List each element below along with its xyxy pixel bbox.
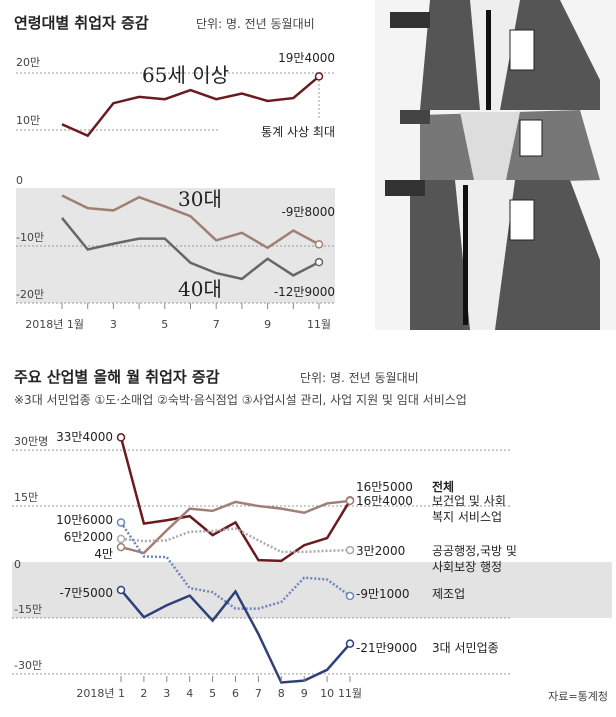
x-tick-label: 6 xyxy=(232,687,239,700)
x-tick-label: 3 xyxy=(110,318,117,331)
start-label: -7만5000 xyxy=(59,586,113,600)
y-tick: -15만 xyxy=(14,603,42,616)
industry-series-line-point xyxy=(116,585,126,595)
end-label: 16만4000 xyxy=(356,494,413,508)
negative-band xyxy=(12,562,612,618)
end-label: 19만4000 xyxy=(278,51,335,65)
x-tick-label: 10 xyxy=(320,687,334,700)
series-30s-line xyxy=(61,194,320,250)
x-tick-label: 9 xyxy=(264,318,271,331)
y-tick: -10만 xyxy=(16,231,44,244)
source-label: 자료=통계청 xyxy=(548,690,608,703)
industry-series-line-point xyxy=(116,534,126,544)
x-tick-label: 4 xyxy=(186,687,193,700)
series-name: 공공행정,국방 및 사회보장 행정 xyxy=(432,543,517,574)
series-name: 보건업 및 사회 복지 서비스업 xyxy=(432,494,506,524)
x-tick-label: 7 xyxy=(213,318,220,331)
industry-series-line xyxy=(120,527,351,554)
x-tick-label: 2018년 1 xyxy=(76,687,125,700)
series-65-plus-line xyxy=(61,75,320,138)
chart1-title: 연령대별 취업자 증감 xyxy=(14,14,149,32)
series-30s-line-point xyxy=(314,240,324,249)
industry-series-line-point xyxy=(116,518,126,527)
x-tick-label: 8 xyxy=(278,687,285,700)
industry-series-line xyxy=(120,499,351,555)
x-tick-label: 9 xyxy=(301,687,308,700)
industry-series-line xyxy=(120,589,351,684)
series-name: 3대 서민업종 xyxy=(432,641,499,655)
series-label-40s: 40대 xyxy=(178,277,222,301)
y-tick: -30만 xyxy=(14,659,42,672)
x-tick-label: 5 xyxy=(209,687,216,700)
series-name: 전체 xyxy=(432,479,454,494)
y-tick: 0 xyxy=(16,174,23,187)
start-label: 4만 xyxy=(94,547,113,561)
x-tick-label: 11월 xyxy=(307,318,331,331)
record-note: 통계 사상 최대 xyxy=(261,125,335,139)
industry-series-line-point xyxy=(345,591,355,601)
chart2-note: ※3대 서민업종 ①도·소매업 ②숙박·음식점업 ③사업시설 관리, 사업 지원… xyxy=(14,393,467,407)
industry-series-line-point xyxy=(345,639,355,648)
industry-series-line-point xyxy=(116,542,126,552)
series-label-65-plus: 65세 이상 xyxy=(142,63,229,87)
end-label: -9만8000 xyxy=(281,205,335,219)
y-tick: 0 xyxy=(14,558,21,571)
photo-suits xyxy=(375,0,616,330)
end-label: -9만1000 xyxy=(356,587,410,601)
series-65-plus-line-point xyxy=(314,72,324,81)
x-tick-label: 2018년 1월 xyxy=(25,318,84,331)
industry-series-line xyxy=(119,437,352,563)
y-tick: 15만 xyxy=(14,491,38,504)
start-label: 6만2000 xyxy=(64,530,113,544)
series-name: 제조업 xyxy=(432,587,465,601)
start-label: 10만6000 xyxy=(56,513,113,527)
chart1-unit: 단위: 명. 전년 동월대비 xyxy=(196,17,315,31)
industry-series-line xyxy=(119,521,351,610)
y-tick: -20만 xyxy=(16,288,44,301)
y-tick: 20만 xyxy=(16,56,40,69)
series-40s-line xyxy=(61,217,320,281)
x-tick-label: 11월 xyxy=(338,687,362,700)
y-tick: 10만 xyxy=(16,114,40,127)
series-40s-line-point xyxy=(314,257,324,267)
x-tick-label: 7 xyxy=(255,687,262,700)
industry-series-line-point xyxy=(345,496,355,506)
series-label-30s: 30대 xyxy=(178,187,222,211)
x-tick-label: 3 xyxy=(163,687,170,700)
chart2-unit: 단위: 명. 전년 동월대비 xyxy=(300,371,419,385)
industry-series-line-point xyxy=(116,433,126,442)
industry-series-line-point xyxy=(345,545,355,555)
end-label: -12만9000 xyxy=(274,285,335,299)
end-label: 3만2000 xyxy=(356,544,405,558)
x-tick-label: 5 xyxy=(161,318,168,331)
end-label: 16만5000 xyxy=(356,480,413,494)
chart2-title: 주요 산업별 올해 월 취업자 증감 xyxy=(14,368,220,386)
y-tick: 30만명 xyxy=(14,435,48,448)
x-tick-label: 2 xyxy=(140,687,147,700)
start-label: 33만4000 xyxy=(56,430,113,444)
end-label: -21만9000 xyxy=(356,641,417,655)
